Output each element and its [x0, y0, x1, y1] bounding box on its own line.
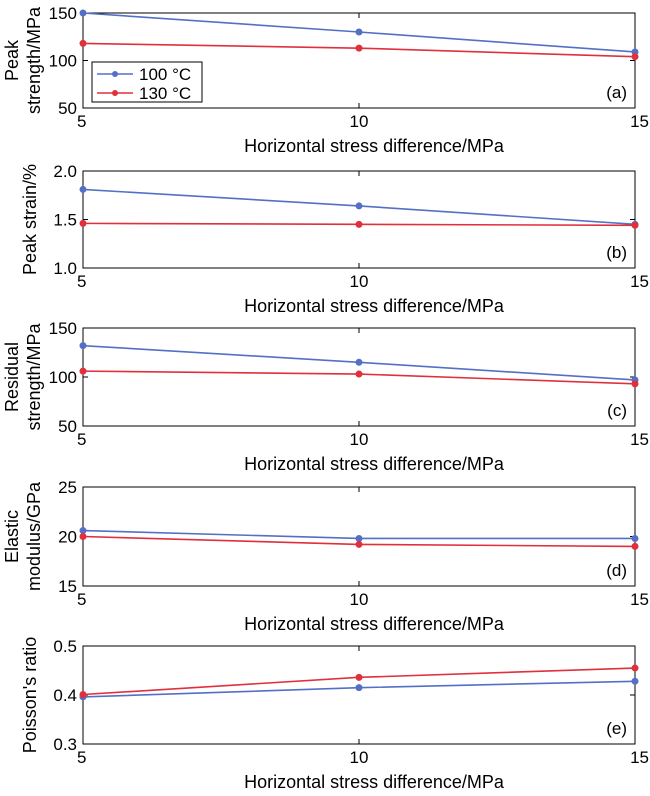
legend-marker-130	[112, 90, 118, 96]
x-tick-label: 5	[77, 590, 86, 609]
data-point-100	[79, 9, 87, 17]
x-tick-label: 15	[630, 590, 649, 609]
plot-frame	[82, 645, 636, 745]
legend-marker-100	[112, 71, 118, 77]
x-axis-label: Horizontal stress difference/MPa	[244, 614, 505, 634]
y-tick-label: 20	[58, 528, 77, 547]
chart-panel-b: 5 10 15 1.0 1.5 2.0 Horizontal stress differen…	[20, 162, 649, 316]
x-axis-label: Horizontal stress difference/MPa	[244, 772, 505, 792]
panel-tag: (c)	[607, 401, 627, 420]
data-point-130	[355, 44, 363, 52]
x-tick-label: 10	[350, 748, 369, 767]
y-axis-label: Peak	[2, 39, 22, 81]
x-tick-label: 10	[350, 430, 369, 449]
x-tick-label: 10	[350, 590, 369, 609]
data-point-130	[631, 380, 639, 388]
data-point-100	[79, 527, 87, 535]
data-point-130	[355, 370, 363, 378]
data-point-130	[355, 673, 363, 681]
panel-tag: (b)	[606, 243, 627, 262]
x-tick-label: 5	[77, 430, 86, 449]
data-point-100	[355, 28, 363, 36]
data-point-130	[355, 540, 363, 548]
data-point-130	[79, 691, 87, 699]
panel-tag: (d)	[606, 561, 627, 580]
x-tick-label: 15	[630, 430, 649, 449]
x-axis-label: Horizontal stress difference/MPa	[244, 136, 505, 156]
data-point-100	[631, 534, 639, 542]
data-point-130	[79, 219, 87, 227]
panel-tag: (a)	[606, 83, 627, 102]
y-tick-label: 100	[49, 52, 77, 71]
y-tick-label: 1.0	[53, 259, 77, 278]
data-point-100	[79, 185, 87, 193]
y-tick-label: 50	[58, 99, 77, 118]
chart-panel-c: 5 10 15 50 100 150 Horizontal stress differenc…	[2, 319, 649, 474]
x-tick-label: 10	[350, 112, 369, 131]
data-point-130	[79, 533, 87, 540]
y-axis-label: Peak strain/%	[20, 164, 40, 275]
x-tick-label: 15	[630, 112, 649, 131]
data-point-100	[631, 677, 639, 685]
x-tick-label: 5	[77, 272, 86, 291]
data-point-100	[355, 534, 363, 542]
data-point-100	[355, 358, 363, 366]
y-axis-label: modulus/GPa	[24, 481, 44, 591]
data-point-130	[631, 53, 639, 61]
data-point-100	[79, 342, 87, 350]
y-tick-label: 0.5	[53, 637, 77, 656]
x-tick-label: 5	[77, 748, 86, 767]
y-tick-label: 150	[49, 4, 77, 23]
x-tick-label: 5	[77, 112, 86, 131]
y-tick-label: 0.3	[53, 735, 77, 754]
x-tick-label: 15	[630, 272, 649, 291]
data-point-130	[631, 664, 639, 672]
data-point-130	[79, 39, 87, 47]
x-tick-label: 15	[630, 748, 649, 767]
chart-panel-d: 5 10 15 15 20 25 Horizontal stress difference/…	[2, 478, 649, 634]
y-tick-label: 150	[49, 319, 77, 338]
data-point-130	[631, 221, 639, 229]
y-tick-label: 50	[58, 417, 77, 436]
chart-panel-a: 5 10 15 50 100 150 Horizontal stress differenc…	[2, 4, 649, 156]
y-tick-label: 2.0	[53, 162, 77, 181]
y-axis-label: Residual	[2, 342, 22, 412]
y-tick-label: 100	[49, 368, 77, 387]
legend-label-100: 100 °C	[139, 65, 191, 84]
legend-label-130: 130 °C	[139, 84, 191, 103]
x-tick-label: 10	[350, 272, 369, 291]
y-axis-label: Elastic	[2, 510, 22, 563]
x-axis-label: Horizontal stress difference/MPa	[244, 454, 505, 474]
y-tick-label: 1.5	[53, 211, 77, 230]
y-tick-label: 0.4	[53, 686, 77, 705]
data-point-100	[355, 684, 363, 692]
y-tick-label: 15	[58, 577, 77, 596]
data-point-130	[631, 542, 639, 550]
chart-panel-e: 5 10 15 0.3 0.4 0.5 Horizontal stress differen…	[20, 637, 649, 792]
panel-tag: (e)	[606, 719, 627, 738]
y-axis-label: strength/MPa	[24, 322, 44, 430]
legend-box	[91, 61, 203, 103]
data-point-100	[355, 202, 363, 210]
data-point-130	[355, 220, 363, 228]
data-point-130	[79, 367, 87, 375]
y-axis-label: Poisson's ratio	[20, 637, 40, 754]
y-tick-label: 25	[58, 478, 77, 497]
x-axis-label: Horizontal stress difference/MPa	[244, 296, 505, 316]
y-axis-label: strength/MPa	[24, 6, 44, 114]
